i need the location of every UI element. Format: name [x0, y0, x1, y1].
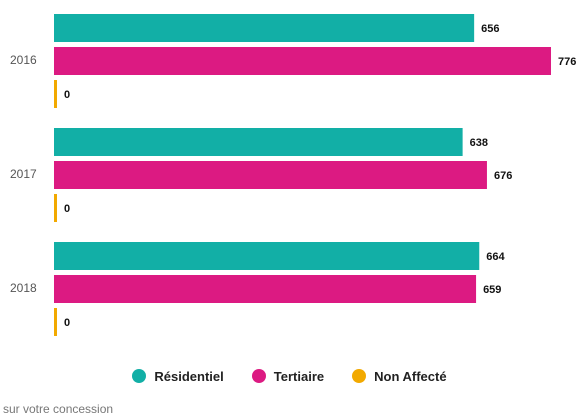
y-tick-label-2016: 2016: [10, 53, 37, 67]
data-label-residentiel-2016: 656: [481, 23, 499, 35]
bar-non-affecte-2016[interactable]: [54, 80, 57, 108]
bar-non-affecte-2018[interactable]: [54, 308, 57, 336]
legend-swatch-non-affecte: [352, 369, 367, 383]
legend: Résidentiel Tertiaire Non Affecté: [0, 364, 579, 388]
data-label-residentiel-2018: 664: [486, 251, 505, 263]
data-label-tertiaire-2018: 659: [483, 284, 501, 296]
bar-tertiaire-2017[interactable]: [54, 161, 487, 189]
legend-label-tertiaire: Tertiaire: [273, 368, 325, 384]
legend-item-residentiel[interactable]: Résidentiel: [132, 368, 224, 384]
bar-tertiaire-2016[interactable]: [54, 47, 551, 75]
legend-label-non-affecte: Non Affecté: [374, 368, 447, 384]
legend-swatch-tertiaire: [251, 369, 266, 383]
bar-residentiel-2016[interactable]: [54, 14, 475, 42]
bar-non-affecte-2017[interactable]: [54, 194, 57, 222]
legend-label-residentiel: Résidentiel: [154, 368, 224, 384]
bar-chart: 2016 656 776 0 2017 638 676 0 2018 664 659 0: [10, 14, 576, 336]
data-label-non-affecte-2016: 0: [64, 89, 70, 101]
bar-tertiaire-2018[interactable]: [54, 275, 477, 303]
data-label-tertiaire-2016: 776: [558, 56, 576, 68]
bar-residentiel-2017[interactable]: [54, 128, 463, 156]
y-tick-label-2018: 2018: [10, 281, 37, 295]
data-label-non-affecte-2018: 0: [64, 317, 70, 329]
legend-item-non-affecte[interactable]: Non Affecté: [352, 368, 447, 384]
bar-residentiel-2018[interactable]: [54, 242, 480, 270]
data-label-tertiaire-2017: 676: [494, 170, 512, 182]
y-tick-label-2017: 2017: [10, 167, 37, 181]
data-label-non-affecte-2017: 0: [64, 203, 70, 215]
footnote: sur votre concession: [3, 402, 114, 416]
legend-swatch-residentiel: [132, 369, 147, 383]
legend-item-tertiaire[interactable]: Tertiaire: [251, 368, 325, 384]
data-label-residentiel-2017: 638: [470, 137, 488, 149]
